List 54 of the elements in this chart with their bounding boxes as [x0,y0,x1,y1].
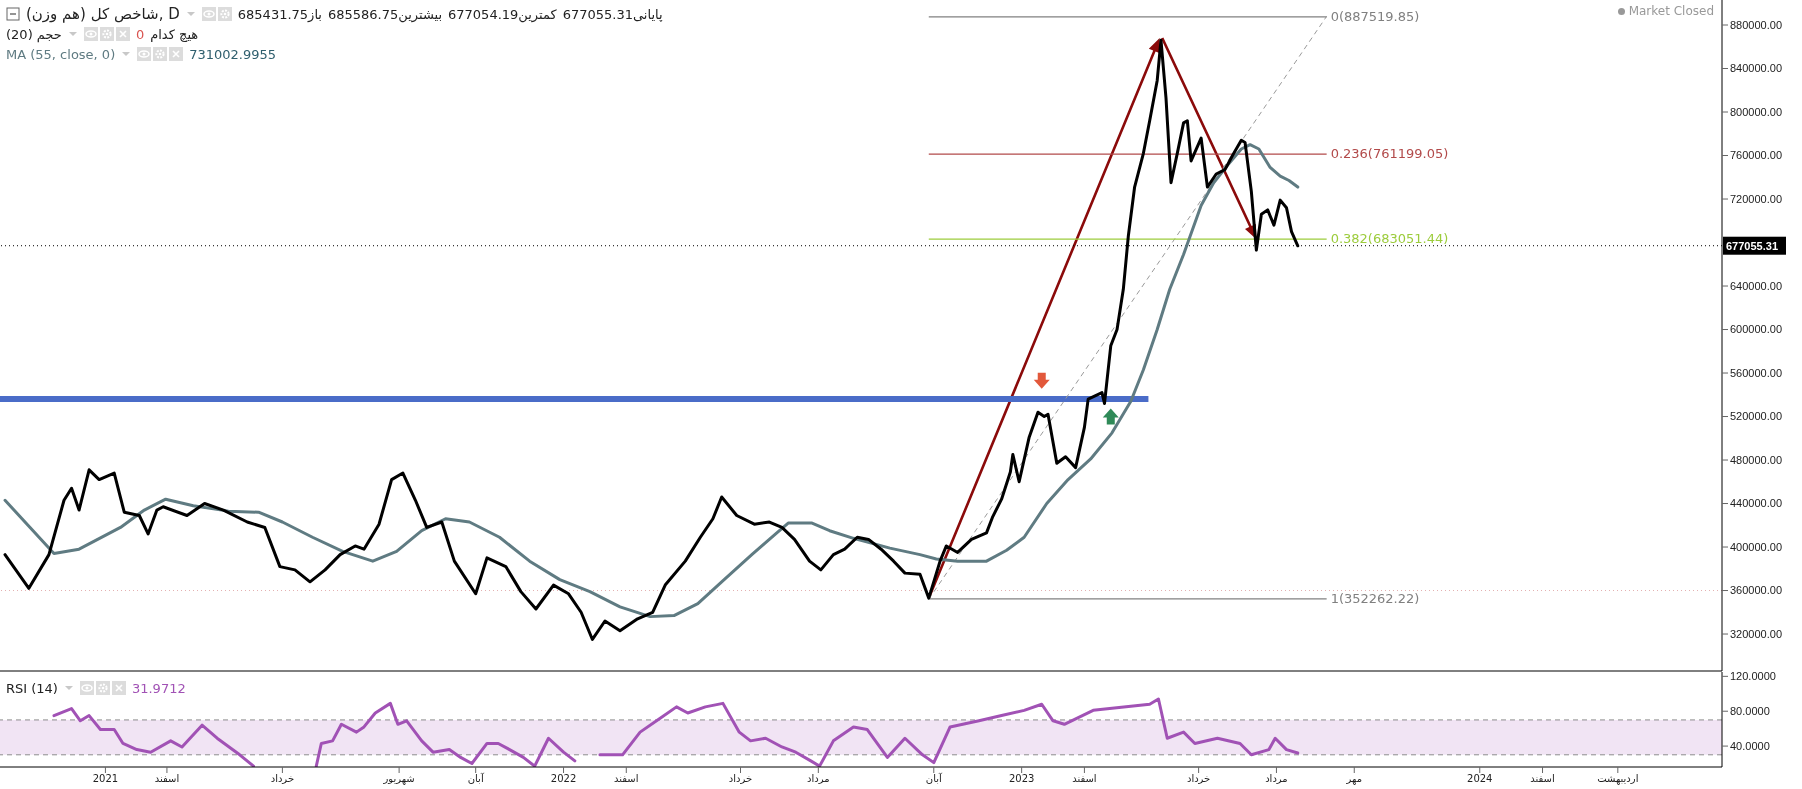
y-tick-label: 640000.00 [1730,279,1782,292]
y-tick-label: 600000.00 [1730,323,1782,336]
y-tick-label: 80.0000 [1730,705,1770,718]
annotation: حجم (20) [6,26,62,42]
x-tick-label: شهریور [382,773,415,786]
y-tick-label: 720000.00 [1730,192,1782,205]
text: MA (55, close, 0) [6,46,116,62]
y-tick-label: 880000.00 [1730,18,1782,31]
x-tick-label: خرداد [270,773,295,785]
y-tick-label: 400000.00 [1730,540,1782,553]
line-series [3,143,1300,619]
x-tick-label: آبان [467,772,485,785]
x-tick-label: خرداد [1186,773,1211,785]
x-tick-label: اسفند [154,773,180,785]
chart-title: شاخص کل (هم وزن), D [26,5,180,23]
x-tick-label: 2023 [1008,773,1035,785]
series-label: RSI (14) [6,680,58,696]
y-tick-label: 360000.00 [1730,584,1782,597]
y-tick-label: 120.0000 [1730,670,1776,683]
x-tick-label: 2022 [550,773,577,785]
annotation: Market Closed [1628,4,1714,18]
series-label: 1(352262.22) [1330,590,1420,606]
y-tick-label: 800000.00 [1730,105,1782,118]
y-tick-label: 40.0000 [1730,739,1770,752]
y-tick-label: 560000.00 [1730,366,1782,379]
series-label: 0.236(761199.05) [1330,146,1449,162]
y-tick-label: 320000.00 [1730,627,1782,640]
x-tick-label: اردیبهشت [1597,773,1639,786]
x-tick-label: اسفند [1072,773,1097,785]
x-tick-label: مرداد [1265,773,1288,785]
y-tick-label: 440000.00 [1730,497,1782,510]
y-tick-label: 520000.00 [1730,410,1782,423]
x-tick-label: اسفند [1530,773,1555,785]
annotation: پایانی677055.31 [562,6,663,22]
x-tick-label: مرداد [807,773,830,785]
ref-line-label: 677055.31 [1726,239,1778,252]
y-tick-label: 760000.00 [1730,149,1782,162]
x-tick-label: مهر [1345,773,1362,786]
x-tick-label: خرداد [728,773,753,785]
annotation: بیشترین685586.75 [327,6,443,22]
series-label: 0.382(683051.44) [1330,231,1449,247]
annotation: باز685431.75 [237,6,322,22]
annotation: 0 [135,26,145,42]
x-tick-label: اسفند [614,773,639,785]
annotation: کمترین677054.19 [448,6,557,22]
x-tick-label: 2024 [1467,773,1493,785]
annotation: هیچ کدام [150,26,199,42]
annotation: 731002.9955 [189,46,277,62]
x-tick-label: آبان [925,772,943,785]
y-tick-label: 480000.00 [1730,453,1782,466]
annotation: 31.9712 [131,680,186,696]
x-tick-label: 2021 [92,773,119,785]
y-tick-label: 840000.00 [1730,62,1782,75]
series-label: 0(887519.85) [1330,8,1420,24]
